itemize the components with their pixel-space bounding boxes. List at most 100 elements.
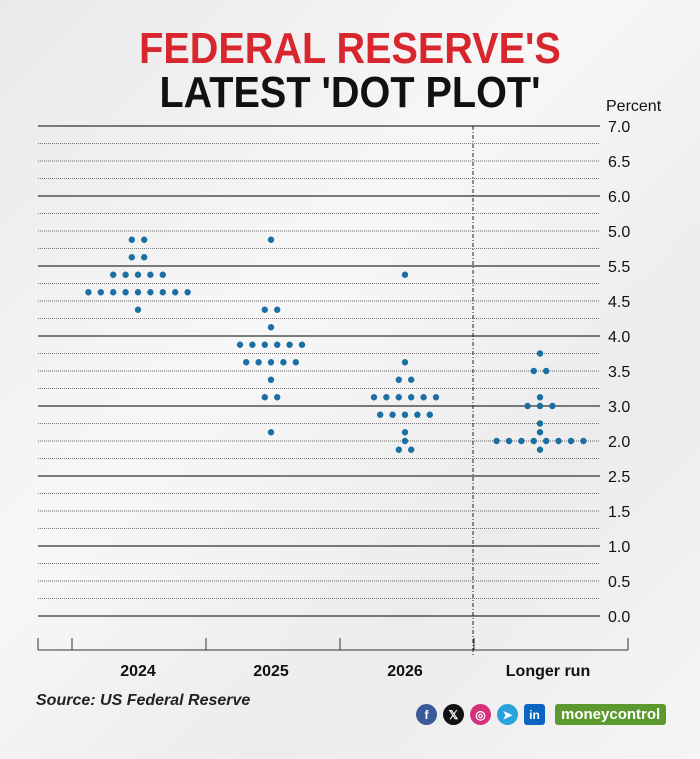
- dot-longer-run: [536, 402, 544, 410]
- dot-2025: [267, 324, 275, 331]
- dot-2024: [128, 254, 135, 261]
- dot-longer-run: [505, 437, 513, 445]
- dot-2025: [243, 359, 250, 366]
- y-tick-label: 4.0: [608, 329, 630, 346]
- dot-longer-run: [580, 437, 587, 445]
- y-tick-label: 5.0: [608, 224, 630, 241]
- y-tick-label: 2.5: [608, 469, 630, 486]
- dot-2025: [274, 341, 281, 348]
- dot-2026: [432, 394, 440, 401]
- dot-2024: [97, 289, 105, 296]
- dot-2024: [134, 271, 142, 278]
- dot-2026: [408, 394, 415, 401]
- dot-longer-run: [536, 394, 544, 401]
- dot-2026: [401, 437, 409, 445]
- dot-2024: [147, 271, 154, 278]
- dot-2026: [395, 376, 402, 383]
- dot-2026: [420, 394, 427, 401]
- dot-2025: [255, 359, 262, 366]
- dot-2025: [267, 429, 275, 436]
- dot-2026: [414, 411, 421, 418]
- y-tick-label: 1.0: [608, 539, 630, 556]
- y-tick-label: 1.5: [608, 504, 630, 521]
- dot-2026: [370, 394, 378, 401]
- social-links: f 𝕏 ◎ ➤ in moneycontrol: [416, 704, 667, 725]
- x-tick-label: 2025: [253, 663, 289, 680]
- dot-2024: [134, 306, 142, 313]
- dot-2026: [426, 411, 433, 418]
- y-tick-label: 0.0: [608, 609, 630, 626]
- instagram-icon[interactable]: ◎: [470, 704, 491, 725]
- dot-2024: [147, 289, 154, 296]
- x-tick-label: 2026: [387, 663, 423, 680]
- y-tick-label: 6.0: [608, 189, 630, 206]
- dot-longer-run: [530, 437, 537, 445]
- dot-2024: [141, 236, 148, 243]
- x-tick-label: 2024: [120, 663, 156, 680]
- dot-2024: [110, 271, 117, 278]
- dot-2024: [159, 289, 166, 296]
- dot-longer-run: [530, 367, 537, 375]
- dot-2026: [395, 394, 402, 401]
- dot-2025: [261, 394, 268, 401]
- y-axis-label: Percent: [606, 98, 662, 115]
- dot-2026: [408, 376, 415, 383]
- x-tick-label: Longer run: [506, 663, 590, 680]
- dot-2026: [383, 394, 390, 401]
- source-note: Source: US Federal Reserve: [36, 692, 251, 709]
- y-tick-label: 3.5: [608, 364, 630, 381]
- dot-2024: [141, 254, 148, 261]
- dot-2025: [261, 341, 268, 348]
- y-tick-label: 5.5: [608, 259, 630, 276]
- dot-2024: [172, 289, 179, 296]
- dot-longer-run: [567, 437, 575, 445]
- y-tick-label: 7.0: [608, 119, 630, 136]
- dot-longer-run: [536, 446, 544, 453]
- dot-2025: [274, 306, 281, 313]
- dot-longer-run: [549, 402, 556, 410]
- dot-longer-run: [524, 402, 531, 410]
- dot-2025: [280, 359, 287, 366]
- dot-2024: [128, 236, 135, 243]
- dot-2025: [274, 394, 281, 401]
- brand-logo: moneycontrol: [555, 704, 667, 725]
- dot-2024: [122, 271, 129, 278]
- facebook-icon[interactable]: f: [416, 704, 437, 725]
- dot-2026: [401, 359, 409, 366]
- dot-2025: [236, 341, 244, 348]
- dot-2026: [408, 446, 415, 453]
- telegram-icon[interactable]: ➤: [497, 704, 518, 725]
- dot-2025: [298, 341, 306, 348]
- dot-2024: [110, 289, 117, 296]
- x-icon[interactable]: 𝕏: [443, 704, 464, 725]
- y-tick-label: 0.5: [608, 574, 630, 591]
- dot-2026: [395, 446, 402, 453]
- y-tick-label: 3.0: [608, 399, 630, 416]
- linkedin-icon[interactable]: in: [524, 704, 545, 725]
- dot-longer-run: [536, 420, 544, 427]
- dot-longer-run: [543, 367, 550, 375]
- dot-longer-run: [555, 437, 562, 445]
- y-tick-label: 2.0: [608, 434, 630, 451]
- dot-longer-run: [493, 437, 500, 445]
- dot-longer-run: [543, 437, 550, 445]
- dot-2024: [159, 271, 166, 278]
- dot-2024: [85, 289, 92, 296]
- dot-longer-run: [518, 437, 525, 445]
- dot-2025: [286, 341, 293, 348]
- dot-2026: [401, 429, 409, 436]
- dot-2025: [267, 376, 275, 383]
- title-line-1: FEDERAL RESERVE'S: [139, 24, 561, 73]
- dot-2025: [267, 359, 275, 366]
- y-tick-label: 6.5: [608, 154, 630, 171]
- dot-2025: [249, 341, 256, 348]
- title-line-2: LATEST 'DOT PLOT': [159, 68, 541, 117]
- dot-longer-run: [536, 350, 544, 357]
- dot-2024: [122, 289, 129, 296]
- dot-2026: [401, 271, 409, 278]
- dot-2025: [267, 236, 275, 243]
- dot-2024: [134, 289, 142, 296]
- dot-2026: [389, 411, 396, 418]
- dot-2026: [377, 411, 384, 418]
